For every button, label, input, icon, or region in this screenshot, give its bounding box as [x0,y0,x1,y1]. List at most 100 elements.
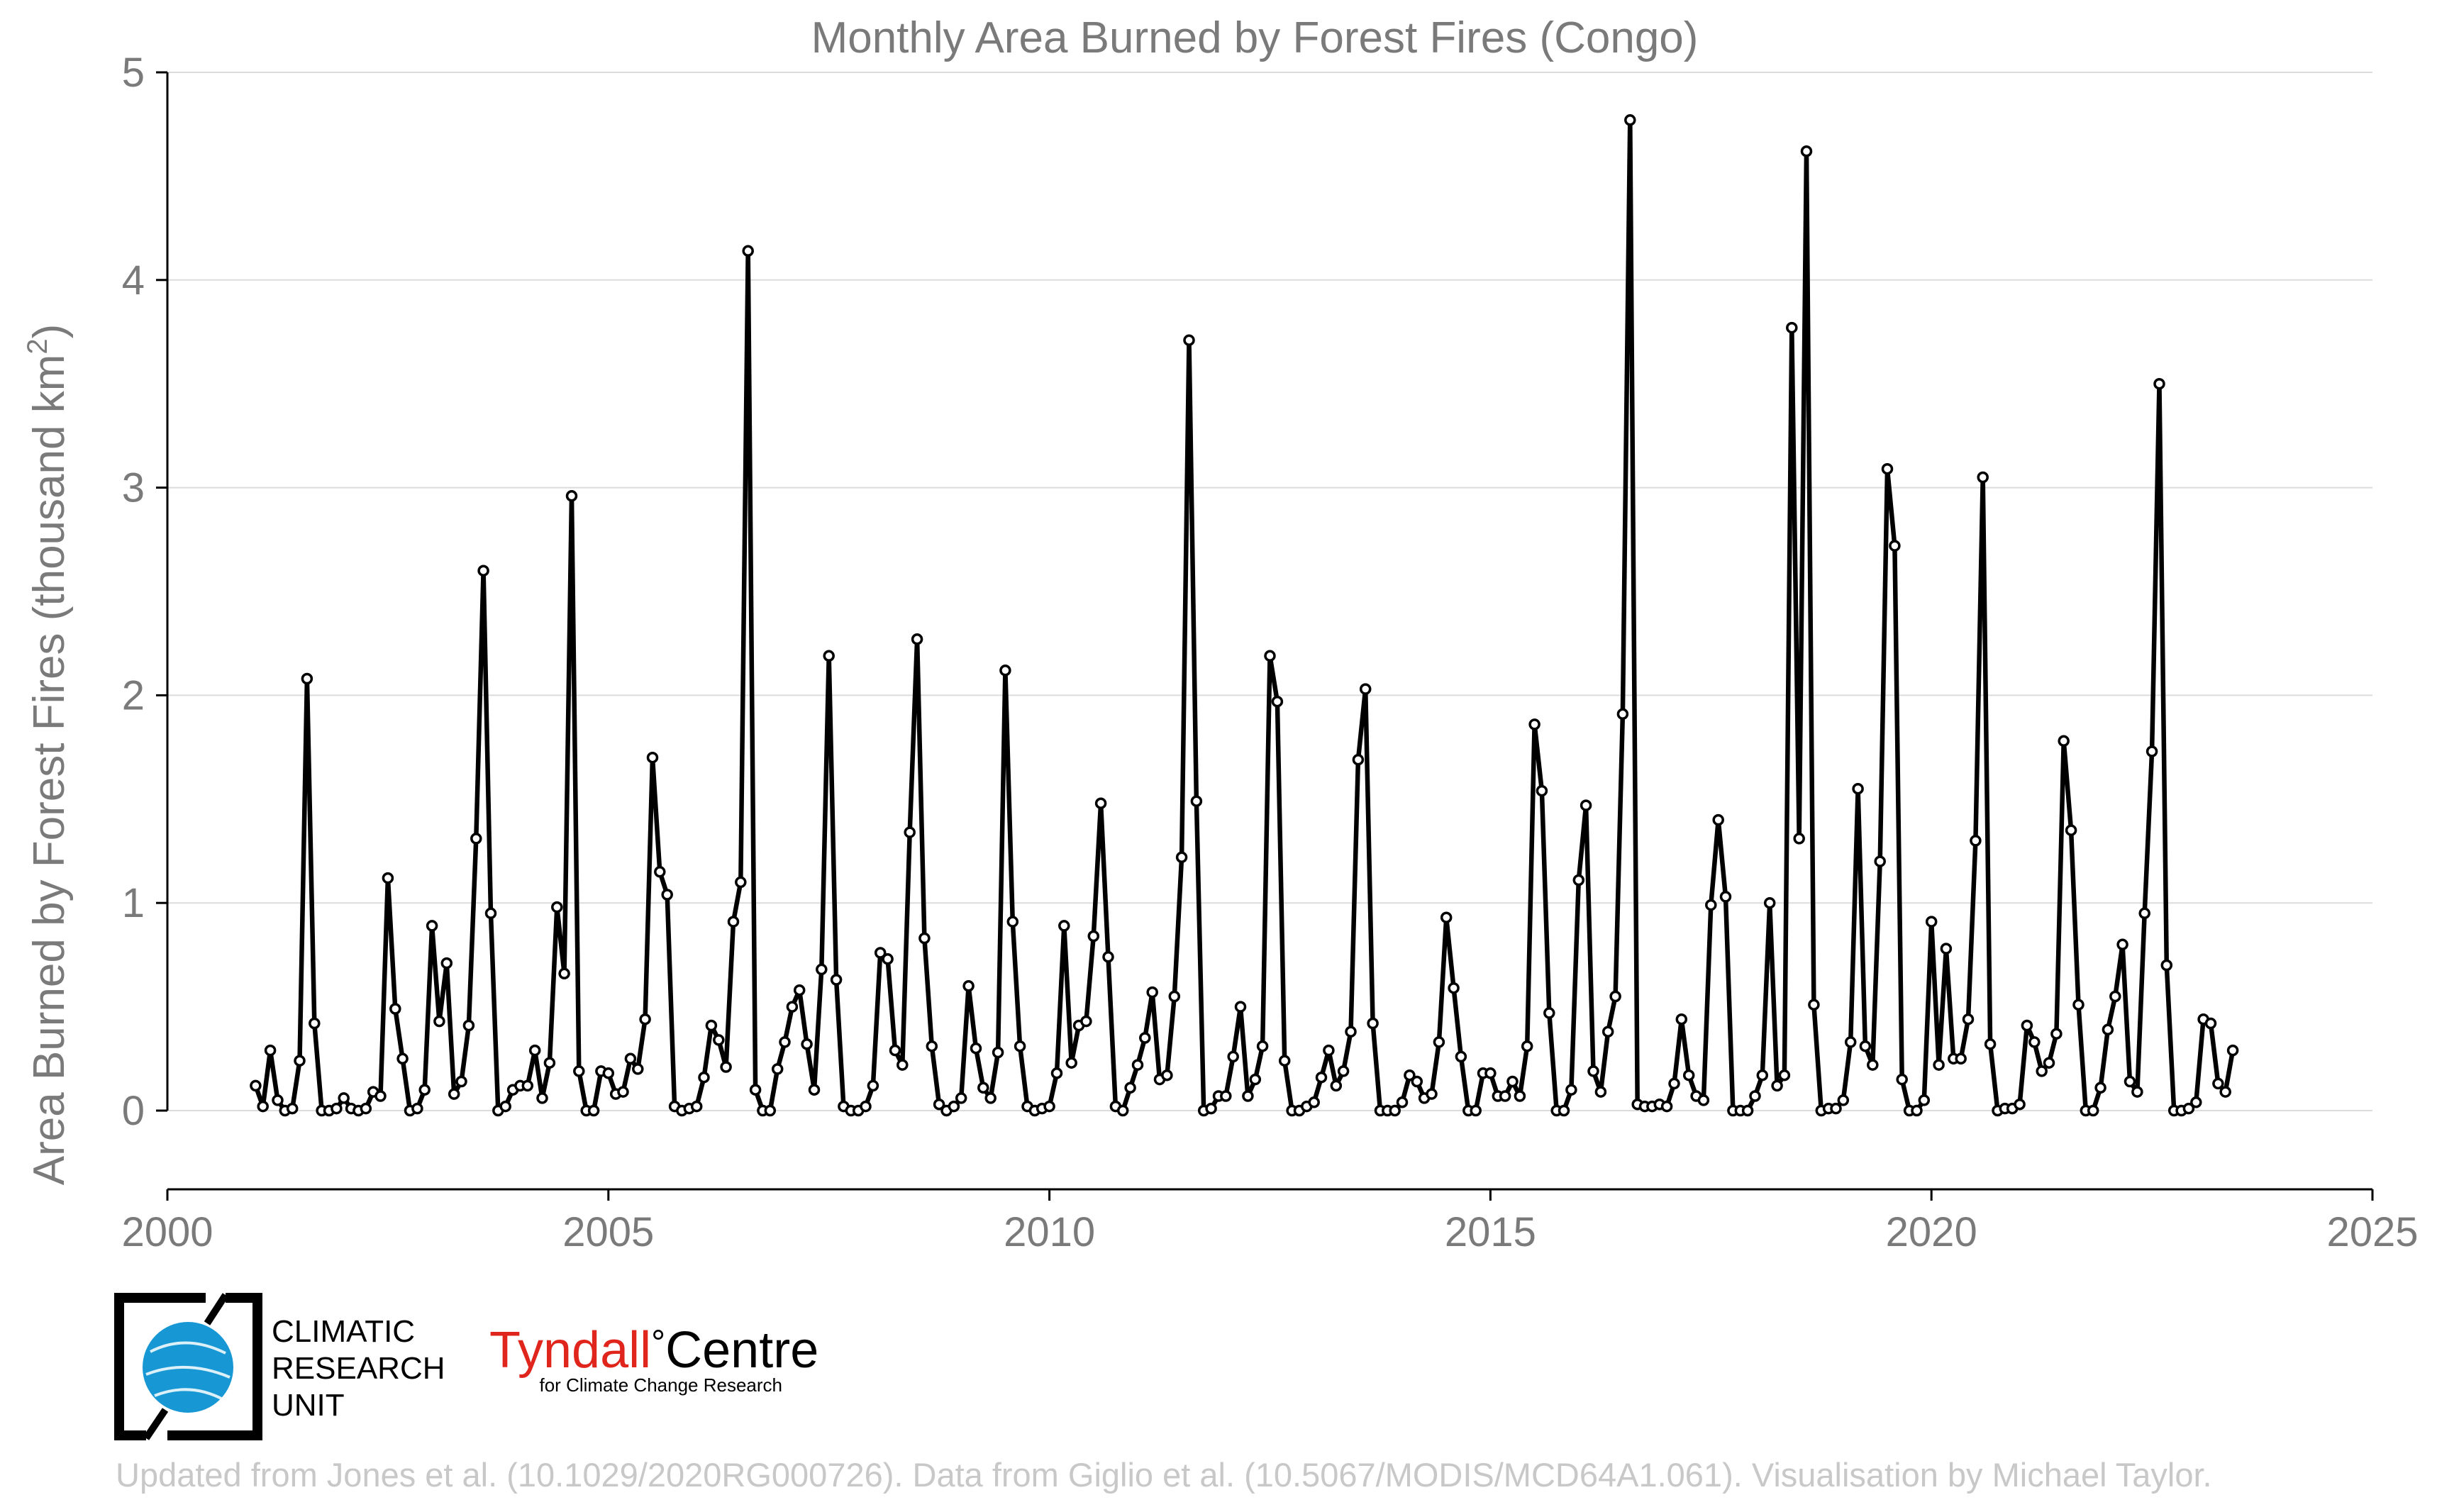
data-point [1256,1040,1269,1052]
data-point [1278,1055,1291,1067]
data-point [2212,1077,2224,1090]
data-point [528,1044,541,1057]
tyndall-subtitle: for Climate Change Research [540,1374,783,1396]
data-point [331,1102,343,1115]
data-point [558,967,570,980]
y-tick-label: 3 [122,465,145,511]
data-point [1352,753,1365,766]
data-point [1837,1094,1850,1106]
data-point [1094,797,1107,809]
data-point [1448,982,1460,994]
data-point [418,1084,431,1096]
data-point [2138,907,2150,920]
data-point [771,1063,784,1075]
data-point [1521,1040,1533,1052]
data-point [1205,1102,1217,1115]
data-point [551,901,563,913]
data-point [2065,824,2077,836]
data-point [2190,1096,2202,1108]
data-point [272,1094,284,1106]
data-point [860,1100,872,1113]
data-point [1793,833,1805,845]
data-point [1896,1073,1908,1086]
data-point [1058,920,1070,932]
cru-logo-slash [204,1293,229,1325]
data-point [2014,1098,2026,1111]
data-point [1763,896,1776,909]
x-tick-label: 2005 [562,1209,654,1255]
data-point [1506,1075,1519,1088]
data-point [411,1102,423,1115]
data-point [984,1092,997,1104]
data-point [624,1052,637,1065]
data-point [1624,114,1636,126]
data-point [793,984,806,996]
data-point [1867,1059,1879,1071]
data-point [1227,1050,1239,1063]
data-point [1389,1104,1401,1117]
data-point [1234,1001,1247,1013]
data-point [713,1034,725,1046]
data-point [690,1100,703,1113]
data-point [1315,1071,1328,1084]
data-point [1933,1059,1945,1071]
data-point [1536,784,1548,797]
data-point [1778,1069,1791,1082]
data-point [1242,1090,1254,1102]
data-point [309,1017,321,1030]
tyndall-wordmark: Tyndall°Centre [489,1322,818,1379]
data-point [1146,986,1158,999]
data-point [1249,1073,1262,1086]
data-point [654,866,666,878]
data-point [1660,1100,1673,1113]
data-point [1844,1036,1857,1048]
data-point [1139,1032,1151,1044]
data-point [1800,145,1813,157]
data-point [1970,835,1982,847]
data-point [1168,990,1181,1003]
y-tick-label: 2 [122,672,145,718]
data-point [1161,1069,1173,1082]
cru-line3: UNIT [272,1388,345,1423]
data-point [955,1092,967,1104]
data-point [749,1084,762,1096]
data-point [1977,471,1989,484]
data-point [823,650,835,662]
data-point [1131,1059,1144,1071]
data-point [374,1090,387,1102]
data-point [602,1067,615,1079]
tyndall-logo: Tyndall°Centre for Climate Change Resear… [489,1322,818,1396]
data-point [646,751,659,764]
data-point [933,1098,945,1111]
data-point [1433,1036,1445,1048]
data-point [301,672,313,685]
data-point [2028,1036,2041,1048]
data-point [1271,695,1284,708]
x-tick-label: 2010 [1004,1209,1095,1255]
data-point [1830,1102,1842,1115]
data-point [1514,1090,1526,1102]
y-axis-label: Area Burned by Forest Fires (thousand km… [22,324,74,1186]
data-point [360,1102,372,1115]
data-point [1102,951,1114,963]
gridlines [167,72,2372,1111]
data-point [338,1092,350,1104]
data-point [250,1079,262,1092]
data-point [536,1092,548,1104]
data-point [2094,1082,2106,1094]
data-point [889,1044,901,1057]
data-point [1808,999,1820,1011]
data-point [1528,718,1541,730]
data-point [698,1071,710,1084]
data-point [2116,938,2128,951]
data-point [1367,1017,1379,1030]
data-point [1881,462,1894,475]
data-point [2072,999,2085,1011]
chart-title: Monthly Area Burned by Forest Fires (Con… [811,13,1699,62]
data-point [2153,377,2165,390]
data-point [999,665,1011,677]
data-point [1940,943,1953,955]
data-point [882,953,894,965]
data-point [257,1100,269,1113]
data-point [1756,1069,1769,1082]
